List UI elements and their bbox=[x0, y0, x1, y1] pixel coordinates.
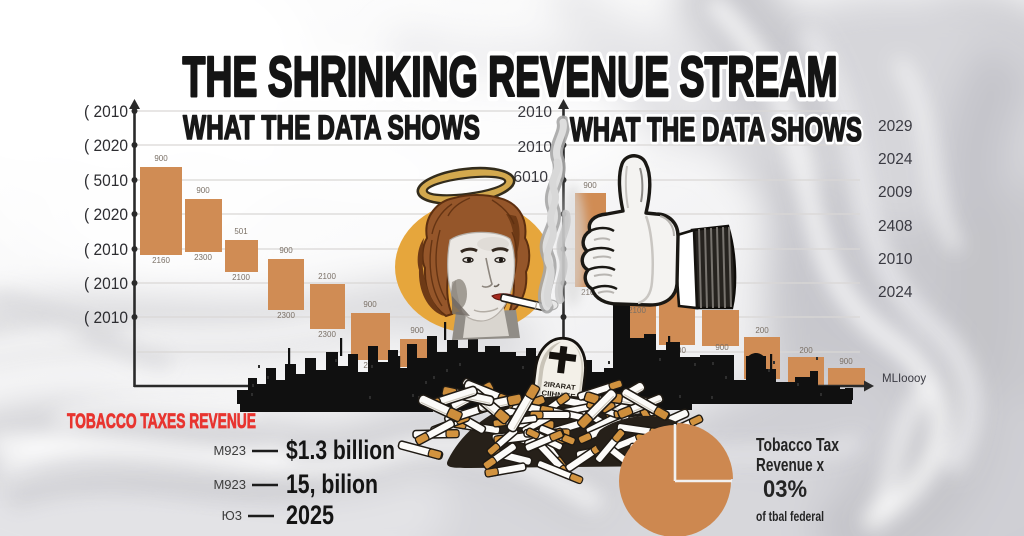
svg-text:900: 900 bbox=[583, 181, 597, 190]
svg-text:2025: 2025 bbox=[286, 500, 334, 530]
svg-text:900: 900 bbox=[154, 154, 168, 163]
svg-text:2408: 2408 bbox=[878, 218, 912, 235]
svg-text:MLIoooy: MLIoooy bbox=[882, 373, 926, 385]
svg-text:( 2020: ( 2020 bbox=[84, 136, 128, 155]
svg-text:THE SHRINKING REVENUE STREAM: THE SHRINKING REVENUE STREAM bbox=[183, 45, 838, 109]
svg-text:900: 900 bbox=[410, 326, 424, 335]
svg-text:Ю3: Ю3 bbox=[222, 508, 242, 523]
svg-text:2100: 2100 bbox=[232, 273, 250, 282]
svg-text:900: 900 bbox=[839, 357, 853, 366]
svg-text:2100: 2100 bbox=[318, 272, 336, 281]
svg-text:900: 900 bbox=[196, 186, 210, 195]
svg-text:2009: 2009 bbox=[878, 184, 912, 201]
svg-text:03%: 03% bbox=[763, 476, 807, 503]
svg-text:$1.3 billion: $1.3 billion bbox=[286, 435, 395, 465]
svg-text:6010: 6010 bbox=[514, 169, 549, 186]
svg-text:2IRARAT: 2IRARAT bbox=[543, 381, 576, 392]
svg-text:( 2020: ( 2020 bbox=[84, 205, 128, 224]
svg-text:2010: 2010 bbox=[518, 139, 553, 156]
svg-text:M923: M923 bbox=[213, 477, 246, 492]
svg-text:WHAT THE DATA SHOWS: WHAT THE DATA SHOWS bbox=[570, 111, 862, 149]
svg-text:2010: 2010 bbox=[518, 104, 553, 121]
svg-text:2100: 2100 bbox=[628, 306, 646, 315]
svg-text:2160: 2160 bbox=[152, 256, 170, 265]
svg-text:900: 900 bbox=[363, 300, 377, 309]
svg-text:( 2010: ( 2010 bbox=[84, 102, 128, 121]
svg-text:200: 200 bbox=[755, 326, 769, 335]
svg-text:15, bilion: 15, bilion bbox=[286, 469, 378, 499]
svg-text:2024: 2024 bbox=[878, 151, 913, 168]
svg-text:( 2010: ( 2010 bbox=[84, 240, 128, 259]
svg-text:WHAT THE DATA SHOWS: WHAT THE DATA SHOWS bbox=[183, 109, 480, 147]
svg-text:Tobacco Tax: Tobacco Tax bbox=[756, 435, 839, 455]
svg-text:TOBACCO TAXES REVENUE: TOBACCO TAXES REVENUE bbox=[67, 410, 256, 433]
svg-text:2300: 2300 bbox=[194, 253, 212, 262]
svg-text:WHAT THE DATA SHOWS: WHAT THE DATA SHOWS bbox=[570, 111, 862, 149]
svg-text:( 2010: ( 2010 bbox=[84, 274, 128, 293]
svg-text:900: 900 bbox=[715, 343, 729, 352]
svg-text:501: 501 bbox=[234, 227, 248, 236]
svg-text:M923: M923 bbox=[213, 443, 246, 458]
svg-text:2300: 2300 bbox=[277, 311, 295, 320]
svg-text:WHAT THE DATA SHOWS: WHAT THE DATA SHOWS bbox=[183, 109, 480, 147]
svg-text:Revenue x: Revenue x bbox=[756, 455, 824, 475]
svg-text:THE SHRINKING REVENUE STREAM: THE SHRINKING REVENUE STREAM bbox=[183, 45, 838, 109]
svg-text:( 5010: ( 5010 bbox=[84, 171, 128, 190]
svg-text:2100: 2100 bbox=[581, 288, 599, 297]
svg-text:200: 200 bbox=[799, 346, 813, 355]
svg-text:2300: 2300 bbox=[318, 330, 336, 339]
svg-text:( 2010: ( 2010 bbox=[84, 308, 128, 327]
svg-text:900: 900 bbox=[279, 246, 293, 255]
svg-text:CIIHNIEE: CIIHNIEE bbox=[541, 390, 576, 401]
svg-text:2010: 2010 bbox=[878, 251, 913, 268]
svg-text:2024: 2024 bbox=[878, 284, 913, 301]
svg-text:of tbal federal: of tbal federal bbox=[756, 508, 824, 524]
svg-text:2029: 2029 bbox=[878, 118, 912, 135]
